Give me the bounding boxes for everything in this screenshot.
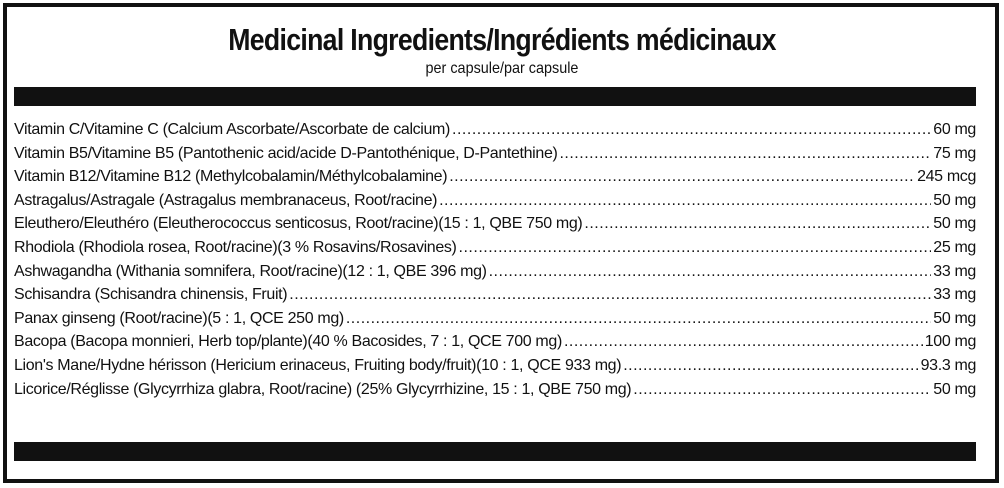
ingredient-row: Vitamin C/Vitamine C (Calcium Ascorbate/… [14, 121, 976, 145]
ingredient-row: Ashwagandha (Withania somnifera, Root/ra… [14, 263, 976, 287]
label-title: Medicinal Ingredients/Ingrédients médici… [228, 22, 776, 57]
ingredient-amount: 75 mg [933, 144, 976, 162]
ingredient-row: Vitamin B5/Vitamine B5 (Pantothenic acid… [14, 145, 976, 169]
ingredient-name: Rhodiola (Rhodiola rosea, Root/racine)(3… [14, 238, 457, 256]
dot-leader [564, 333, 923, 351]
ingredient-list: Vitamin C/Vitamine C (Calcium Ascorbate/… [14, 121, 976, 404]
ingredient-row: Rhodiola (Rhodiola rosea, Root/racine)(3… [14, 239, 976, 263]
ingredient-amount: 93.3 mg [920, 356, 977, 374]
ingredient-amount: 50 mg [933, 309, 976, 327]
ingredient-name: Vitamin B12/Vitamine B12 (Methylcobalami… [14, 168, 448, 186]
ingredient-row: Vitamin B12/Vitamine B12 (Methylcobalami… [14, 168, 976, 192]
dot-leader [623, 357, 918, 375]
dot-leader [289, 286, 931, 304]
ingredient-row: Panax ginseng (Root/racine)(5 : 1, QCE 2… [14, 310, 976, 334]
dot-leader [452, 121, 931, 139]
ingredient-amount: 245 mcg [917, 168, 976, 186]
ingredient-name: Panax ginseng (Root/racine)(5 : 1, QCE 2… [14, 309, 344, 327]
ingredient-amount: 50 mg [933, 380, 976, 398]
dot-leader [459, 239, 932, 257]
ingredient-amount: 100 mg [924, 333, 977, 351]
dot-leader [346, 310, 931, 328]
ingredient-amount: 50 mg [933, 191, 976, 209]
dot-leader [449, 168, 915, 186]
ingredient-name: Licorice/Réglisse (Glycyrrhiza glabra, R… [14, 380, 632, 398]
ingredient-row: Licorice/Réglisse (Glycyrrhiza glabra, R… [14, 381, 976, 405]
dot-leader [489, 263, 932, 281]
ingredient-name: Lion's Mane/Hydne hérisson (Hericium eri… [14, 356, 622, 374]
dot-leader [633, 381, 931, 399]
bottom-divider-bar [14, 442, 976, 461]
ingredient-name: Astragalus/Astragale (Astragalus membran… [14, 191, 438, 209]
ingredient-row: Eleuthero/Eleuthéro (Eleutherococcus sen… [14, 215, 976, 239]
ingredient-name: Ashwagandha (Withania somnifera, Root/ra… [14, 262, 487, 280]
ingredient-name: Eleuthero/Eleuthéro (Eleutherococcus sen… [14, 215, 583, 233]
ingredient-row: Astragalus/Astragale (Astragalus membran… [14, 192, 976, 216]
label-subtitle: per capsule/par capsule [425, 60, 579, 77]
label-frame [3, 3, 999, 483]
ingredient-row: Schisandra (Schisandra chinensis, Fruit)… [14, 286, 976, 310]
dot-leader [439, 192, 931, 210]
ingredient-name: Schisandra (Schisandra chinensis, Fruit) [14, 286, 288, 304]
ingredient-amount: 60 mg [933, 121, 976, 138]
ingredient-amount: 33 mg [933, 286, 976, 304]
ingredient-row: Bacopa (Bacopa monnieri, Herb top/plante… [14, 333, 976, 357]
ingredient-amount: 33 mg [933, 262, 976, 280]
top-divider-bar [14, 87, 976, 106]
ingredient-name: Bacopa (Bacopa monnieri, Herb top/plante… [14, 333, 562, 351]
ingredient-row: Lion's Mane/Hydne hérisson (Hericium eri… [14, 357, 976, 381]
ingredient-amount: 25 mg [933, 238, 976, 256]
ingredient-name: Vitamin C/Vitamine C (Calcium Ascorbate/… [14, 121, 451, 138]
ingredient-amount: 50 mg [933, 215, 976, 233]
ingredient-name: Vitamin B5/Vitamine B5 (Pantothenic acid… [14, 144, 558, 162]
dot-leader [584, 215, 931, 233]
dot-leader [559, 145, 931, 163]
